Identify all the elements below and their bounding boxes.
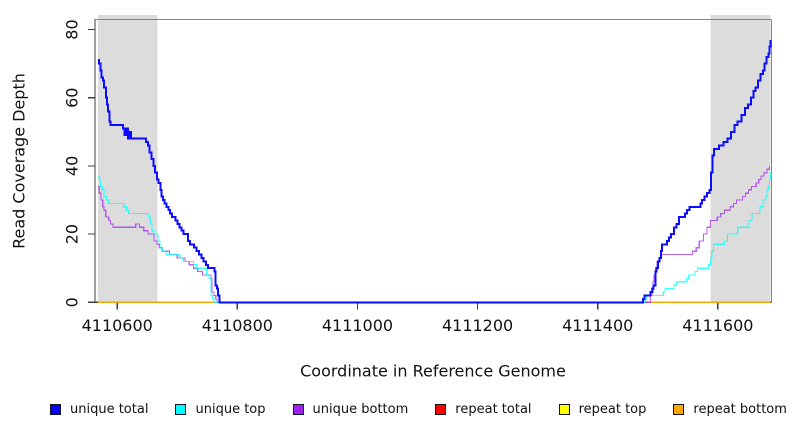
shaded-regions [98, 15, 771, 303]
legend-swatch-repeat-top [558, 403, 570, 415]
y-tick-label: 80 [63, 19, 82, 39]
legend-label: repeat total [455, 401, 532, 417]
shaded-region [98, 15, 158, 303]
x-axis-ticks: 4110600 4110800 4111000 4111200 4111400 41116… [82, 302, 753, 335]
legend-label: unique bottom [312, 401, 409, 417]
x-axis-title: Coordinate in Reference Genome [300, 361, 566, 381]
legend-swatch-unique-bottom [292, 403, 304, 415]
x-tick-label: 4110800 [202, 316, 273, 335]
legend: unique total unique top unique bottom repea… [50, 398, 787, 420]
legend-label: repeat bottom [693, 401, 787, 417]
legend-swatch-unique-top [175, 403, 187, 415]
legend-item-repeat-bottom: repeat bottom [673, 402, 787, 417]
x-tick-label: 4110600 [82, 316, 153, 335]
legend-item-unique-total: unique total [50, 402, 148, 417]
legend-item-unique-top: unique top [175, 401, 266, 417]
legend-swatch-repeat-bottom [673, 403, 685, 415]
legend-item-repeat-total: repeat total [435, 401, 532, 417]
y-tick-label: 0 [63, 297, 82, 307]
series-lines [98, 39, 772, 304]
shaded-region [710, 15, 771, 303]
series-line-unique-top [98, 172, 772, 303]
plot-box [94, 18, 772, 303]
y-tick-label: 40 [63, 156, 82, 176]
y-tick-label: 60 [63, 88, 82, 108]
x-tick-label: 4111000 [322, 316, 393, 335]
y-tick-label: 20 [63, 224, 82, 244]
x-tick-label: 4111400 [562, 316, 633, 335]
x-tick-label: 4111600 [682, 316, 753, 335]
y-axis-title: Read Coverage Depth [9, 73, 29, 249]
legend-label: repeat top [578, 401, 647, 417]
y-axis-ticks: 0 20 40 60 80 [63, 19, 95, 307]
legend-swatch-unique-total [50, 403, 61, 415]
series-line-unique-total [98, 39, 772, 304]
legend-label: unique total [70, 401, 149, 417]
legend-item-unique-bottom: unique bottom [292, 401, 409, 417]
legend-item-repeat-top: repeat top [558, 401, 647, 417]
x-tick-label: 4111200 [442, 316, 513, 335]
legend-label: unique top [195, 401, 266, 417]
series-line-unique-bottom [98, 165, 771, 303]
legend-swatch-repeat-total [435, 403, 447, 415]
